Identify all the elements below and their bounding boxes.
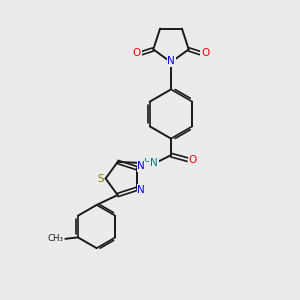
- Text: O: O: [201, 48, 209, 58]
- Text: CH₃: CH₃: [47, 234, 64, 243]
- Text: N: N: [137, 161, 145, 172]
- Text: O: O: [133, 48, 141, 58]
- Text: N: N: [137, 185, 145, 195]
- Text: N: N: [167, 56, 175, 66]
- Text: N: N: [150, 158, 158, 168]
- Text: H: H: [144, 158, 152, 168]
- Text: S: S: [97, 173, 104, 184]
- Text: O: O: [189, 154, 197, 165]
